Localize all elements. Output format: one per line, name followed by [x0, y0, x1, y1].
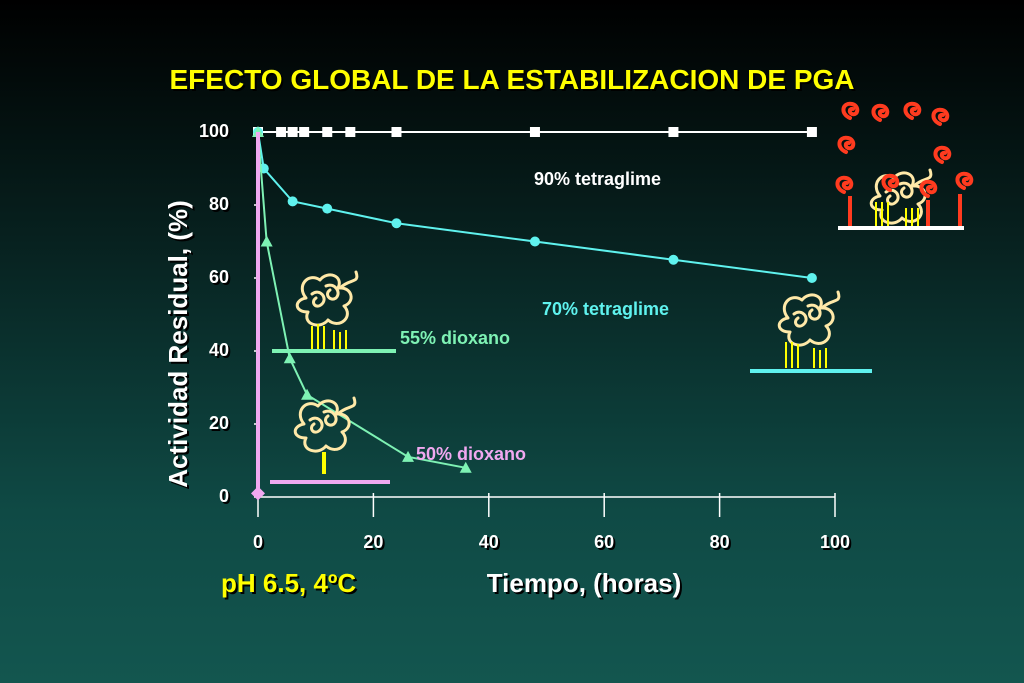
series-tetraglime70 — [253, 127, 817, 283]
series-label-dioxano50: 50% dioxano — [416, 444, 526, 464]
y-tick-label-shadow: 20 — [211, 415, 231, 435]
data-point — [668, 127, 679, 137]
data-point — [299, 127, 310, 137]
x-tick-label: 80 — [710, 532, 730, 552]
series-label-dioxano55: 55% dioxano — [400, 328, 510, 348]
data-point — [668, 254, 679, 265]
data-point — [529, 236, 540, 247]
y-tick-label-shadow: 0 — [221, 488, 231, 508]
y-tick-label-shadow: 80 — [211, 196, 231, 216]
protein-crosslinked-icon — [835, 101, 974, 230]
y-tick-label: 40 — [209, 340, 229, 360]
x-tick-label: 60 — [594, 532, 614, 552]
y-tick-label: 80 — [209, 194, 229, 214]
protein-icon — [750, 290, 872, 373]
data-point — [806, 273, 817, 283]
series-label-tetraglime70: 70% tetraglime — [542, 299, 669, 319]
data-point — [322, 203, 333, 214]
x-tick-label: 20 — [363, 532, 383, 552]
data-point — [459, 461, 472, 473]
data-point — [391, 127, 402, 137]
series-dioxano50 — [251, 132, 265, 501]
data-point — [251, 486, 265, 501]
data-point — [301, 388, 314, 400]
x-axis-label: Tiempo, (horas) — [487, 568, 682, 598]
data-point — [260, 235, 273, 247]
protein-icon — [272, 270, 396, 353]
x-axis-label-shadow: Tiempo, (horas) — [489, 570, 684, 600]
x-tick-label: 40 — [479, 532, 499, 552]
data-point — [287, 127, 298, 137]
y-tick-label: 60 — [209, 267, 229, 287]
y-tick-label: 20 — [209, 413, 229, 433]
x-tick-label-shadow: 60 — [596, 534, 616, 554]
x-tick-label-shadow: 20 — [365, 534, 385, 554]
x-tick-label-shadow: 80 — [712, 534, 732, 554]
y-tick-label-shadow: 40 — [211, 342, 231, 362]
data-point — [287, 196, 298, 207]
data-point — [402, 450, 415, 462]
data-point — [252, 126, 264, 137]
data-point — [806, 127, 817, 137]
data-point — [276, 127, 287, 137]
x-tick-label-shadow: 100 — [822, 534, 852, 554]
y-axis-label-front: Actividad Residual, (%) — [163, 200, 193, 488]
condition-label: pH 6.5, 4ºC — [221, 568, 356, 598]
data-point — [529, 127, 540, 137]
data-point — [283, 352, 296, 364]
series-label-tetraglime90: 90% tetraglime — [534, 169, 661, 189]
series-dioxano55 — [252, 126, 472, 473]
series-line — [257, 131, 813, 279]
data-point — [322, 127, 333, 137]
y-axis-label: Actividad Residual, (%) — [165, 202, 195, 490]
slide-title: EFECTO GLOBAL DE LA ESTABILIZACION DE PG… — [169, 64, 855, 95]
x-tick-label: 100 — [820, 532, 850, 552]
series-line — [257, 131, 466, 469]
condition-label-shadow: pH 6.5, 4ºC — [223, 570, 358, 600]
x-tick-label: 0 — [253, 532, 263, 552]
data-point — [391, 218, 402, 229]
x-tick-label-shadow: 0 — [255, 534, 265, 554]
y-tick-label-shadow: 60 — [211, 269, 231, 289]
data-point — [345, 127, 356, 137]
y-tick-label: 0 — [219, 486, 229, 506]
series-tetraglime90 — [253, 127, 817, 137]
y-tick-label-shadow: 100 — [201, 123, 231, 143]
series-layer — [251, 126, 817, 501]
protein-icon — [270, 396, 390, 484]
y-tick-label: 100 — [199, 121, 229, 141]
x-tick-label-shadow: 40 — [481, 534, 501, 554]
